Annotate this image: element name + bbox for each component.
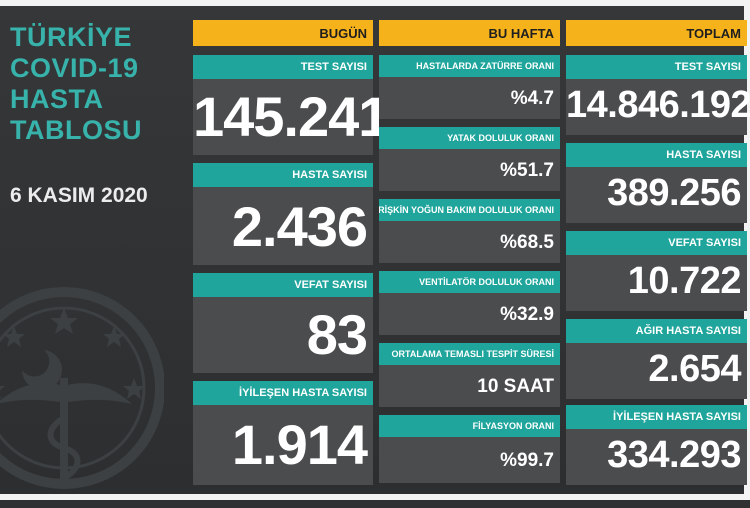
tile-value: %68.5 (500, 232, 554, 253)
tile-label: ORTALAMA TEMASLI TESPİT SÜRESİ (379, 343, 560, 365)
tile-value: 10 SAAT (477, 376, 554, 397)
title-line: TABLOSU (10, 115, 142, 145)
today-test-tile: TEST SAYISI 145.241 (193, 55, 389, 155)
week-filiation-tile: FİLYASYON ORANI %99.7 (379, 415, 560, 483)
tile-value: 389.256 (607, 172, 741, 214)
tile-value: %32.9 (500, 304, 554, 325)
tile-label: İYİLEŞEN HASTA SAYISI (566, 405, 747, 429)
week-contact-time-tile: ORTALAMA TEMASLI TESPİT SÜRESİ 10 SAAT (379, 343, 560, 407)
total-recovered-tile: İYİLEŞEN HASTA SAYISI 334.293 (566, 405, 747, 485)
today-death-tile: VEFAT SAYISI 83 (193, 273, 373, 373)
column-header-total: TOPLAM (566, 20, 747, 46)
week-ventilator-tile: VENTİLATÖR DOLULUK ORANI %32.9 (379, 271, 560, 335)
tile-label: VEFAT SAYISI (566, 231, 747, 255)
tile-value: 2.436 (231, 195, 368, 258)
tile-label: AĞIR HASTA SAYISI (566, 319, 747, 343)
column-header-today: BUGÜN (193, 20, 373, 46)
tile-value: 83 (306, 303, 368, 366)
total-critical-tile: AĞIR HASTA SAYISI 2.654 (566, 319, 747, 399)
bottom-border (0, 494, 750, 500)
page-title: TÜRKİYE COVID-19 HASTA TABLOSU (10, 22, 142, 146)
tile-value: 10.722 (627, 260, 742, 302)
tile-value: %4.7 (510, 88, 554, 109)
total-death-tile: VEFAT SAYISI 10.722 (566, 231, 747, 311)
tile-label: HASTALARDA ZATÜRRE ORANI (379, 55, 560, 77)
week-pneumonia-tile: HASTALARDA ZATÜRRE ORANI %4.7 (379, 55, 560, 119)
tile-value: %99.7 (500, 450, 554, 471)
top-border (0, 0, 750, 6)
today-case-tile: HASTA SAYISI 2.436 (193, 163, 373, 265)
tile-value: 1.914 (231, 413, 368, 476)
title-line: COVID-19 (10, 53, 139, 83)
tile-label: TEST SAYISI (193, 55, 373, 79)
week-icu-occupancy-tile: ERİŞKİN YOĞUN BAKIM DOLULUK ORANI %68.5 (379, 199, 560, 263)
tile-label: İYİLEŞEN HASTA SAYISI (193, 381, 373, 405)
tile-label: VEFAT SAYISI (193, 273, 373, 297)
tile-label: HASTA SAYISI (193, 163, 373, 187)
title-line: TÜRKİYE (10, 22, 133, 52)
report-date: 6 KASIM 2020 (10, 184, 148, 207)
tile-label: VENTİLATÖR DOLULUK ORANI (379, 271, 560, 293)
tile-label: ERİŞKİN YOĞUN BAKIM DOLULUK ORANI (379, 199, 560, 221)
tile-value: 334.293 (607, 434, 741, 476)
today-recovered-tile: İYİLEŞEN HASTA SAYISI 1.914 (193, 381, 373, 485)
tile-value: %51.7 (500, 160, 554, 181)
right-border (744, 0, 750, 500)
title-line: HASTA (10, 84, 104, 114)
tile-label: YATAK DOLULUK ORANI (379, 127, 560, 149)
total-case-tile: HASTA SAYISI 389.256 (566, 143, 747, 223)
tile-label: FİLYASYON ORANI (379, 415, 560, 437)
ministry-emblem-icon (0, 287, 164, 489)
tile-label: HASTA SAYISI (566, 143, 747, 167)
tile-value: 145.241 (193, 85, 389, 148)
tile-value: 2.654 (648, 348, 741, 390)
total-test-tile: TEST SAYISI 14.846.192 (566, 55, 750, 135)
column-header-week: BU HAFTA (379, 20, 560, 46)
tile-label: TEST SAYISI (566, 55, 747, 79)
tile-value: 14.846.192 (566, 84, 750, 126)
week-bed-occupancy-tile: YATAK DOLULUK ORANI %51.7 (379, 127, 560, 191)
